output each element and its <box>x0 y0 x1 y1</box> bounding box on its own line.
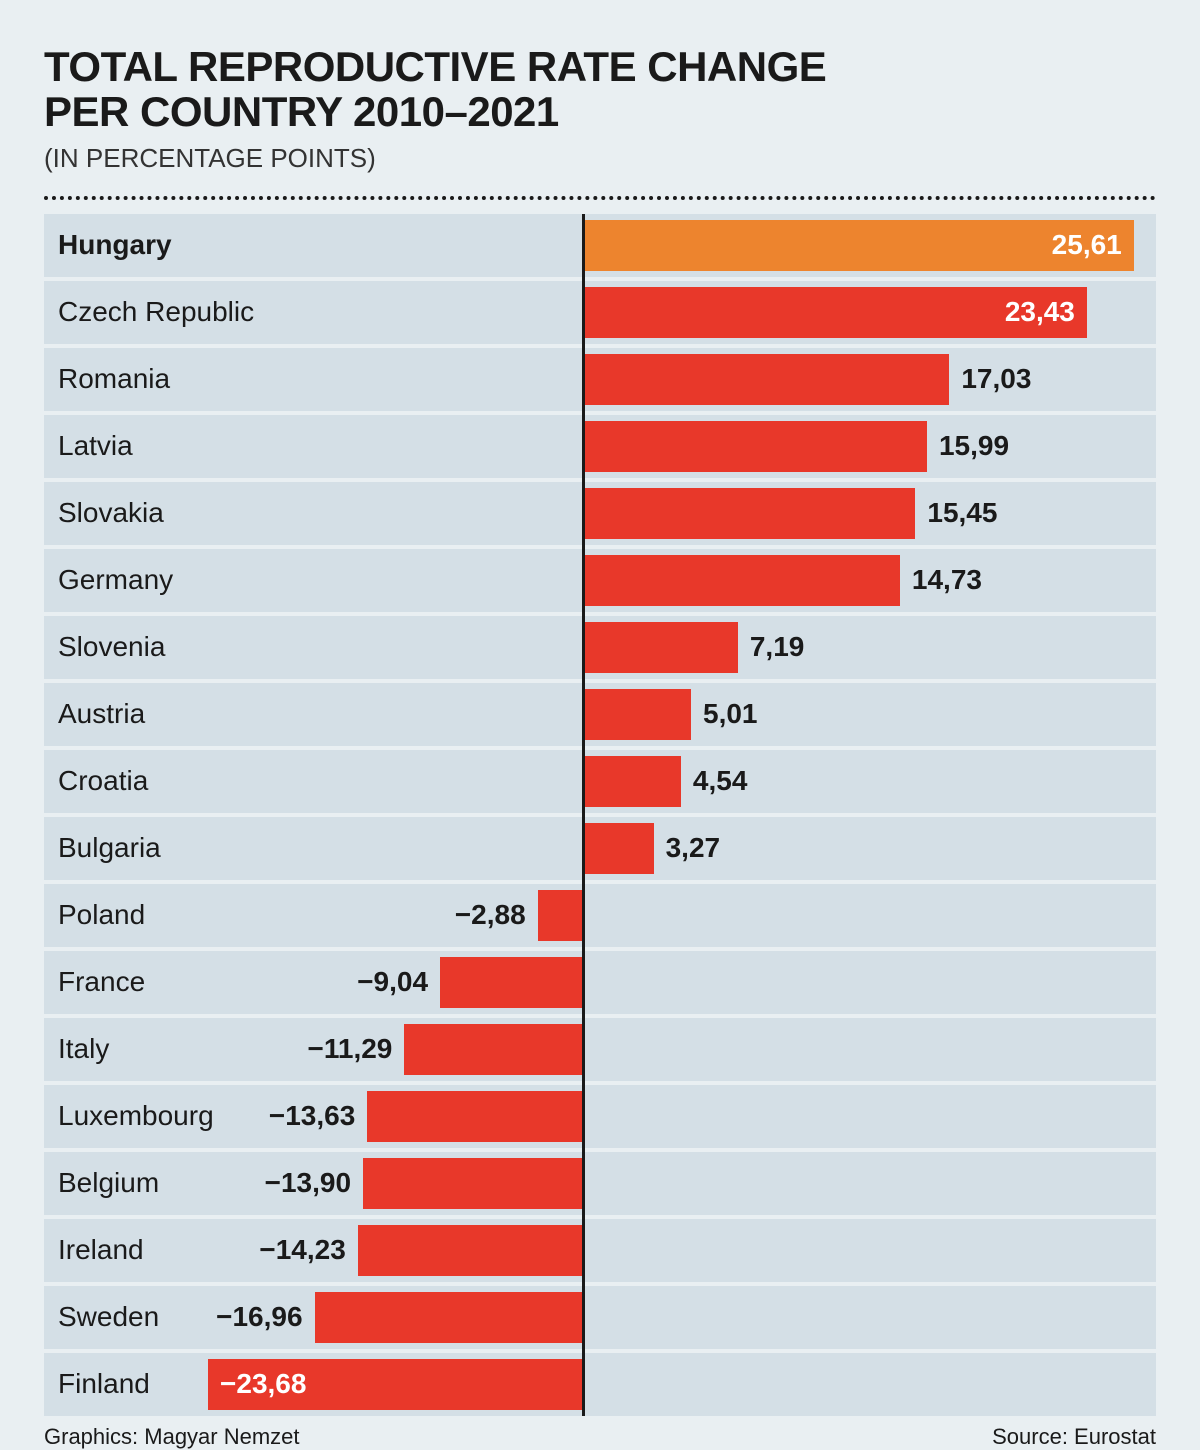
chart-subtitle: (IN PERCENTAGE POINTS) <box>44 143 1156 174</box>
bar-value: −14,23 <box>259 1234 345 1266</box>
country-label: Austria <box>58 698 145 730</box>
chart-footer: Graphics: Magyar Nemzet Source: Eurostat <box>44 1424 1156 1450</box>
country-label: Belgium <box>58 1167 159 1199</box>
row-background <box>44 884 1156 947</box>
country-label: Luxembourg <box>58 1100 214 1132</box>
country-label: Hungary <box>58 229 172 261</box>
chart-row: Croatia 4,54 <box>44 750 1156 813</box>
bar-value: −16,96 <box>216 1301 302 1333</box>
chart-row: France −9,04 <box>44 951 1156 1014</box>
title-line-2: PER COUNTRY 2010–2021 <box>44 88 559 135</box>
chart-row: Romania 17,03 <box>44 348 1156 411</box>
chart-row: Austria 5,01 <box>44 683 1156 746</box>
bar-value: −11,29 <box>308 1033 393 1065</box>
title-line-1: TOTAL REPRODUCTIVE RATE CHANGE <box>44 43 826 90</box>
row-background <box>44 951 1156 1014</box>
bar-value: 17,03 <box>961 363 1031 395</box>
row-background <box>44 1219 1156 1282</box>
chart-row: Slovenia 7,19 <box>44 616 1156 679</box>
chart-row: Poland −2,88 <box>44 884 1156 947</box>
country-label: Finland <box>58 1368 150 1400</box>
country-label: Czech Republic <box>58 296 254 328</box>
chart-row: Germany 14,73 <box>44 549 1156 612</box>
bar-chart: Hungary 25,61 Czech Republic 23,43 Romania 17… <box>44 214 1156 1416</box>
chart-row: Belgium −13,90 <box>44 1152 1156 1215</box>
bar-value: 7,19 <box>750 631 805 663</box>
country-label: Germany <box>58 564 173 596</box>
dotted-divider <box>44 196 1156 200</box>
bar-value: −23,68 <box>220 1368 306 1400</box>
country-label: Croatia <box>58 765 148 797</box>
bar-value: −9,04 <box>357 966 428 998</box>
bar-value: 15,45 <box>927 497 997 529</box>
bar <box>440 957 583 1008</box>
bar-value: −2,88 <box>455 899 526 931</box>
zero-axis <box>582 214 585 1416</box>
chart-row: Finland −23,68 <box>44 1353 1156 1416</box>
bar <box>315 1292 584 1343</box>
country-label: Slovenia <box>58 631 165 663</box>
bar-value: 15,99 <box>939 430 1009 462</box>
chart-row: Luxembourg −13,63 <box>44 1085 1156 1148</box>
bar-value: 5,01 <box>703 698 758 730</box>
bar-value: 25,61 <box>1052 229 1122 261</box>
bar <box>404 1024 583 1075</box>
chart-row: Latvia 15,99 <box>44 415 1156 478</box>
bar-value: 4,54 <box>693 765 748 797</box>
chart-row: Bulgaria 3,27 <box>44 817 1156 880</box>
row-background <box>44 1152 1156 1215</box>
bar <box>358 1225 584 1276</box>
row-background <box>44 1286 1156 1349</box>
country-label: Slovakia <box>58 497 164 529</box>
bar-value: 14,73 <box>912 564 982 596</box>
chart-row: Hungary 25,61 <box>44 214 1156 277</box>
chart-row: Slovakia 15,45 <box>44 482 1156 545</box>
country-label: Ireland <box>58 1234 144 1266</box>
bar-value: −13,90 <box>265 1167 351 1199</box>
country-label: Bulgaria <box>58 832 161 864</box>
chart-row: Czech Republic 23,43 <box>44 281 1156 344</box>
bar <box>583 622 738 673</box>
bar <box>583 555 900 606</box>
bar <box>583 421 927 472</box>
chart-row: Sweden −16,96 <box>44 1286 1156 1349</box>
bar-value: 3,27 <box>666 832 721 864</box>
bar <box>583 488 915 539</box>
bar <box>538 890 584 941</box>
footer-credit: Graphics: Magyar Nemzet <box>44 1424 300 1450</box>
bar <box>583 354 949 405</box>
chart-title: TOTAL REPRODUCTIVE RATE CHANGE PER COUNT… <box>44 44 1156 135</box>
chart-row: Italy −11,29 <box>44 1018 1156 1081</box>
bar <box>583 823 653 874</box>
row-background <box>44 1018 1156 1081</box>
footer-source: Source: Eurostat <box>992 1424 1156 1450</box>
bar <box>583 756 681 807</box>
bar <box>367 1091 583 1142</box>
bar <box>363 1158 583 1209</box>
chart-row: Ireland −14,23 <box>44 1219 1156 1282</box>
country-label: Italy <box>58 1033 109 1065</box>
country-label: Poland <box>58 899 145 931</box>
country-label: Sweden <box>58 1301 159 1333</box>
country-label: Romania <box>58 363 170 395</box>
bar <box>583 689 691 740</box>
bar-value: −13,63 <box>269 1100 355 1132</box>
country-label: Latvia <box>58 430 133 462</box>
bar-value: 23,43 <box>1005 296 1075 328</box>
country-label: France <box>58 966 145 998</box>
